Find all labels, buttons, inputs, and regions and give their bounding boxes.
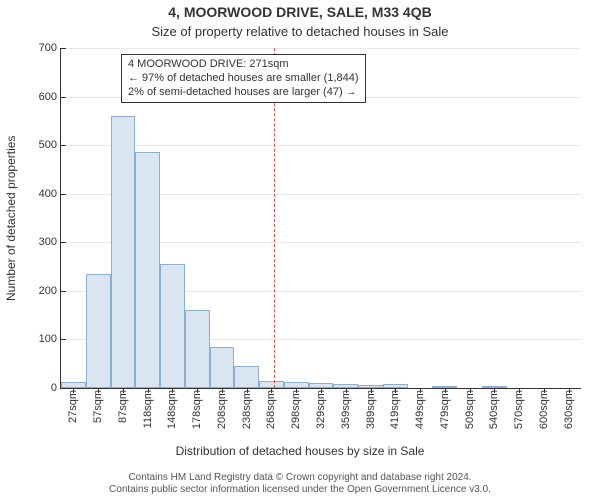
x-tick-label: 148sqm [166,388,178,429]
histogram-bar [185,310,210,388]
x-tick-label: 178sqm [191,388,203,429]
x-tick-label: 27sqm [67,388,79,423]
y-tick-label: 200 [39,285,61,297]
chart-subtitle: Size of property relative to detached ho… [0,24,600,39]
y-tick-label: 300 [39,236,61,248]
plot-area: 010020030040050060070027sqm57sqm87sqm118… [60,48,581,389]
annotation-line-2: ← 97% of detached houses are smaller (1,… [128,72,359,86]
y-tick-label: 500 [39,139,61,151]
x-tick-label: 329sqm [315,388,327,429]
x-tick-label: 57sqm [92,388,104,423]
annotation-line-3: 2% of semi-detached houses are larger (4… [128,86,359,100]
histogram-bar [86,274,111,388]
x-tick-label: 238sqm [241,388,253,429]
x-tick-label: 208sqm [216,388,228,429]
histogram-bar [160,264,185,388]
x-tick-label: 298sqm [290,388,302,429]
x-axis-label: Distribution of detached houses by size … [0,444,600,458]
histogram-bar [210,347,235,388]
grid-line [61,48,581,49]
x-tick-label: 630sqm [563,388,575,429]
x-tick-label: 479sqm [439,388,451,429]
annotation-line-1: 4 MOORWOOD DRIVE: 271sqm [128,58,359,72]
grid-line [61,145,581,146]
x-tick-label: 540sqm [488,388,500,429]
x-tick-label: 268sqm [265,388,277,429]
y-tick-label: 400 [39,188,61,200]
chart-container: 4, MOORWOOD DRIVE, SALE, M33 4QB Size of… [0,0,600,500]
footer: Contains HM Land Registry data © Crown c… [0,472,600,496]
x-tick-label: 570sqm [513,388,525,429]
x-tick-label: 118sqm [142,388,154,428]
page-title: 4, MOORWOOD DRIVE, SALE, M33 4QB [0,4,600,20]
footer-line-2: Contains public sector information licen… [0,484,600,496]
x-tick-label: 359sqm [340,388,352,429]
x-tick-label: 509sqm [464,388,476,429]
histogram-bar [135,152,160,388]
annotation-box: 4 MOORWOOD DRIVE: 271sqm ← 97% of detach… [121,54,366,103]
x-tick-label: 449sqm [414,388,426,429]
histogram-bar [259,381,284,388]
x-tick-label: 600sqm [538,388,550,429]
y-tick-label: 600 [39,91,61,103]
y-tick-label: 700 [39,42,61,54]
y-tick-label: 0 [51,382,61,394]
footer-line-1: Contains HM Land Registry data © Crown c… [0,472,600,484]
y-axis-label: Number of detached properties [4,135,18,300]
x-tick-label: 389sqm [365,388,377,429]
x-tick-label: 419sqm [389,388,401,429]
y-tick-label: 100 [39,333,61,345]
histogram-bar [234,366,259,388]
histogram-bar [111,116,136,388]
x-tick-label: 87sqm [117,388,129,423]
